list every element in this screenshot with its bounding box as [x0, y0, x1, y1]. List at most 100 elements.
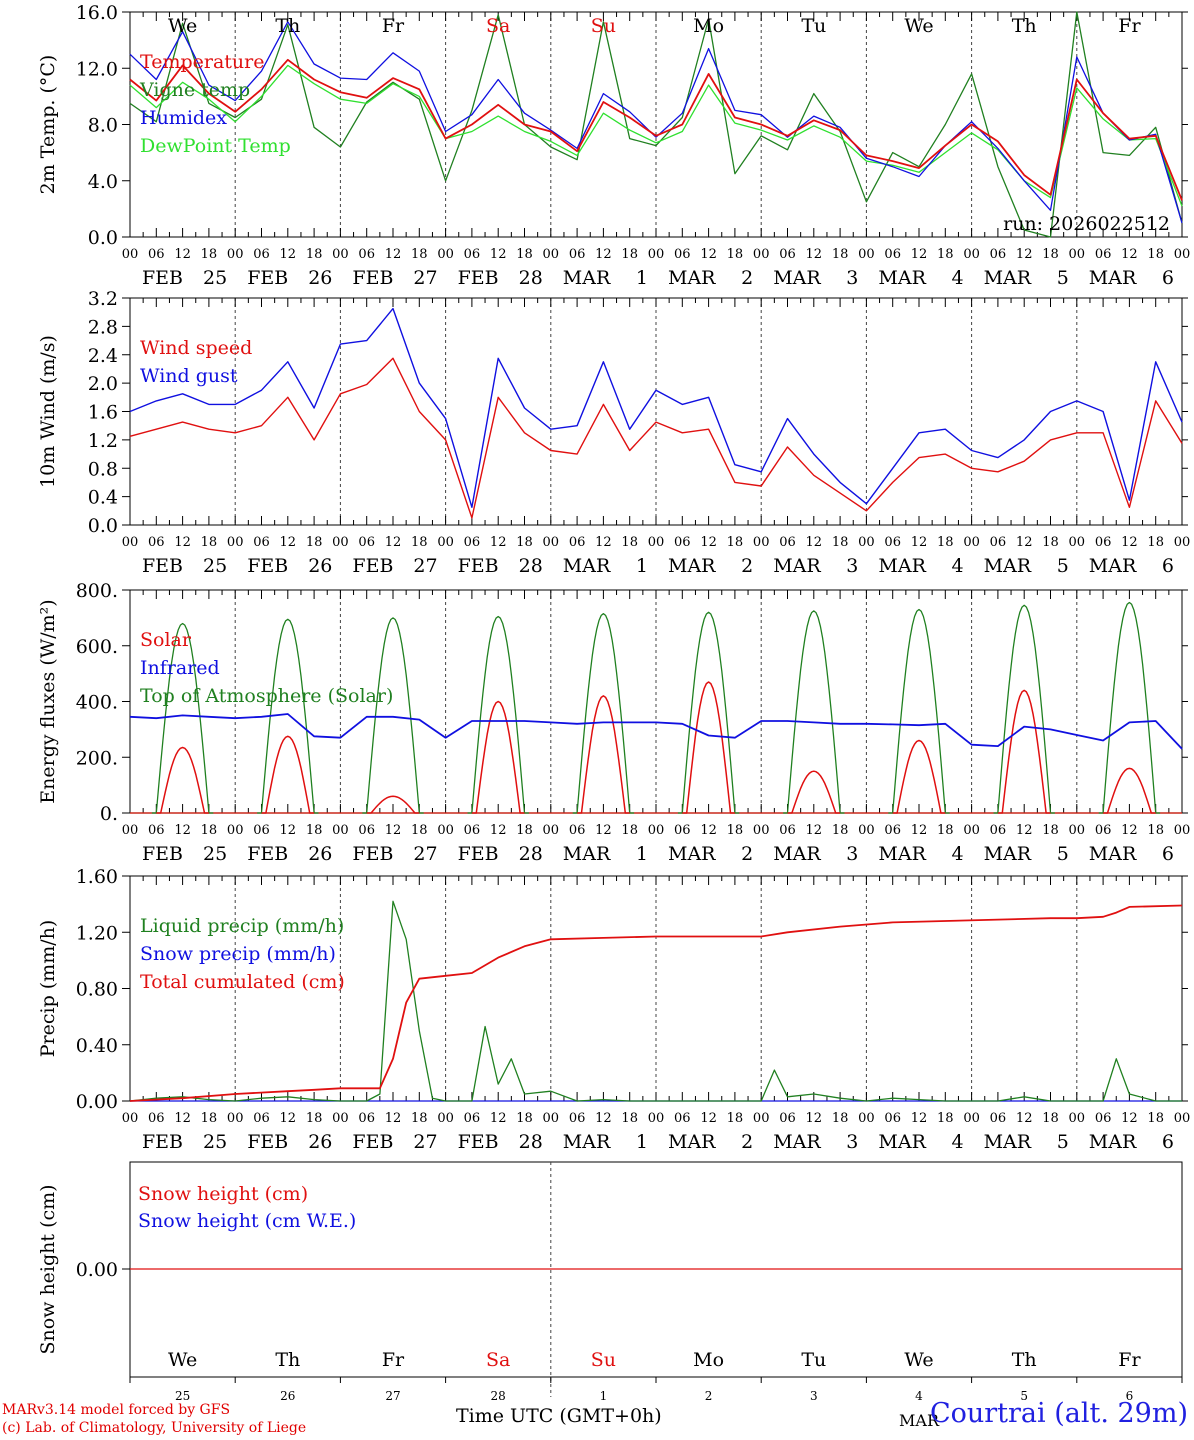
- temp-hour-label: 18: [1042, 247, 1059, 262]
- energy-hour-label: 06: [464, 823, 481, 838]
- temp-weekday-label: Th: [1012, 15, 1037, 37]
- time-axis-label: Time UTC (GMT+0h): [456, 1405, 662, 1427]
- energy-y-tick-label: 400.: [76, 692, 118, 714]
- precip-hour-label: 00: [1069, 1111, 1086, 1126]
- energy-y-tick-label: 200.: [76, 747, 118, 769]
- wind-hour-label: 12: [595, 535, 612, 550]
- energy-hour-label: 06: [148, 823, 165, 838]
- energy-legend-2: Infrared: [140, 657, 220, 679]
- precip-hour-label: 00: [122, 1111, 139, 1126]
- wind-y-tick-label: 1.2: [88, 430, 118, 452]
- wind-hour-label: 06: [358, 535, 375, 550]
- wind-y-tick-label: 3.2: [88, 288, 118, 310]
- temp-date-label: 2: [741, 267, 753, 289]
- precip-legend-1: Liquid precip (mm/h): [140, 915, 344, 937]
- wind-y-tick-label: 0.8: [88, 458, 118, 480]
- temp-legend-4: DewPoint Temp: [140, 135, 291, 157]
- temp-date-label: MAR: [668, 267, 716, 289]
- snow-day-number: 27: [385, 1389, 400, 1403]
- temp-weekday-label: Fr: [382, 15, 405, 37]
- energy-solar-arch: [787, 770, 841, 814]
- precip-hour-label: 18: [621, 1111, 638, 1126]
- precip-date-label: 6: [1162, 1131, 1174, 1153]
- temp-date-label: 25: [203, 267, 227, 289]
- wind-hour-label: 06: [253, 535, 270, 550]
- energy-hour-label: 00: [332, 823, 349, 838]
- energy-toa-arch: [362, 617, 424, 814]
- precip-series-total-cumulated: [129, 904, 1183, 1102]
- wind-hour-label: 18: [937, 535, 954, 550]
- temp-hour-label: 00: [227, 247, 244, 262]
- wind-hour-label: 06: [990, 535, 1007, 550]
- precip-legend-2: Snow precip (mm/h): [140, 943, 336, 965]
- energy-hour-label: 00: [227, 823, 244, 838]
- wind-hour-label: 12: [490, 535, 507, 550]
- snow-weekday-label: Tu: [801, 1349, 826, 1371]
- precip-hour-label: 18: [306, 1111, 323, 1126]
- precip-series-liquid: [129, 900, 1182, 1102]
- precip-hour-label: 00: [332, 1111, 349, 1126]
- energy-hour-label: 12: [1016, 823, 1033, 838]
- temp-hour-label: 12: [1016, 247, 1033, 262]
- precip-hour-label: 18: [516, 1111, 533, 1126]
- temp-series-temperature: [129, 58, 1183, 201]
- energy-date-label: MAR: [773, 843, 821, 865]
- wind-hour-label: 12: [1016, 535, 1033, 550]
- energy-hour-label: 00: [963, 823, 980, 838]
- snow-weekday-label: We: [168, 1349, 197, 1371]
- precip-y-axis-label: Precip (mm/h): [37, 920, 59, 1058]
- wind-hour-label: 12: [385, 535, 402, 550]
- energy-date-label: 26: [308, 843, 332, 865]
- energy-solar-arch: [997, 689, 1051, 814]
- snow-weekday-label: Th: [1012, 1349, 1037, 1371]
- temp-hour-label: 00: [858, 247, 875, 262]
- wind-date-label: 5: [1057, 555, 1069, 577]
- temp-weekday-label: Mo: [693, 15, 724, 37]
- temp-hour-label: 00: [1174, 247, 1191, 262]
- energy-solar-arch: [577, 695, 630, 814]
- temp-date-label: MAR: [563, 267, 611, 289]
- temp-hour-label: 06: [148, 247, 165, 262]
- temp-date-label: MAR: [878, 267, 926, 289]
- energy-toa-arch: [257, 618, 319, 814]
- temp-date-label: MAR: [773, 267, 821, 289]
- snow-y-tick-label: 0.00: [76, 1259, 118, 1281]
- temp-hour-label: 12: [911, 247, 928, 262]
- wind-hour-label: 00: [1174, 535, 1191, 550]
- precip-hour-label: 18: [832, 1111, 849, 1126]
- temp-weekday-label: Sa: [486, 15, 510, 37]
- energy-date-label: MAR: [668, 843, 716, 865]
- wind-y-tick-label: 0.0: [88, 515, 118, 537]
- temp-date-label: FEB: [247, 267, 288, 289]
- temp-weekday-label: Fr: [1118, 15, 1141, 37]
- energy-toa-arch: [888, 608, 950, 814]
- energy-y-tick-label: 600.: [76, 636, 118, 658]
- snow-day-number: 26: [280, 1389, 295, 1403]
- temp-hour-label: 00: [332, 247, 349, 262]
- energy-hour-label: 06: [884, 823, 901, 838]
- snow-weekday-label: Su: [591, 1349, 616, 1371]
- wind-hour-label: 12: [806, 535, 823, 550]
- energy-hour-label: 12: [385, 823, 402, 838]
- temp-date-label: 1: [636, 267, 648, 289]
- wind-hour-label: 00: [437, 535, 454, 550]
- energy-hour-label: 18: [411, 823, 428, 838]
- precip-date-label: MAR: [668, 1131, 716, 1153]
- energy-hour-label: 18: [1147, 823, 1164, 838]
- temp-hour-label: 00: [753, 247, 770, 262]
- temp-date-label: MAR: [1089, 267, 1137, 289]
- temp-hour-label: 06: [464, 247, 481, 262]
- temp-date-label: 28: [519, 267, 543, 289]
- energy-hour-label: 18: [937, 823, 954, 838]
- snow-day-number: 5: [1020, 1389, 1028, 1403]
- energy-date-label: FEB: [247, 843, 288, 865]
- temp-hour-label: 06: [358, 247, 375, 262]
- temp-series-humidex: [129, 21, 1183, 224]
- temp-weekday-label: We: [904, 15, 933, 37]
- energy-y-axis-label: Energy fluxes (W/m²): [37, 599, 59, 803]
- precip-hour-label: 06: [148, 1111, 165, 1126]
- precip-hour-label: 00: [227, 1111, 244, 1126]
- wind-date-label: MAR: [984, 555, 1032, 577]
- precip-hour-label: 18: [727, 1111, 744, 1126]
- temp-hour-label: 00: [1069, 247, 1086, 262]
